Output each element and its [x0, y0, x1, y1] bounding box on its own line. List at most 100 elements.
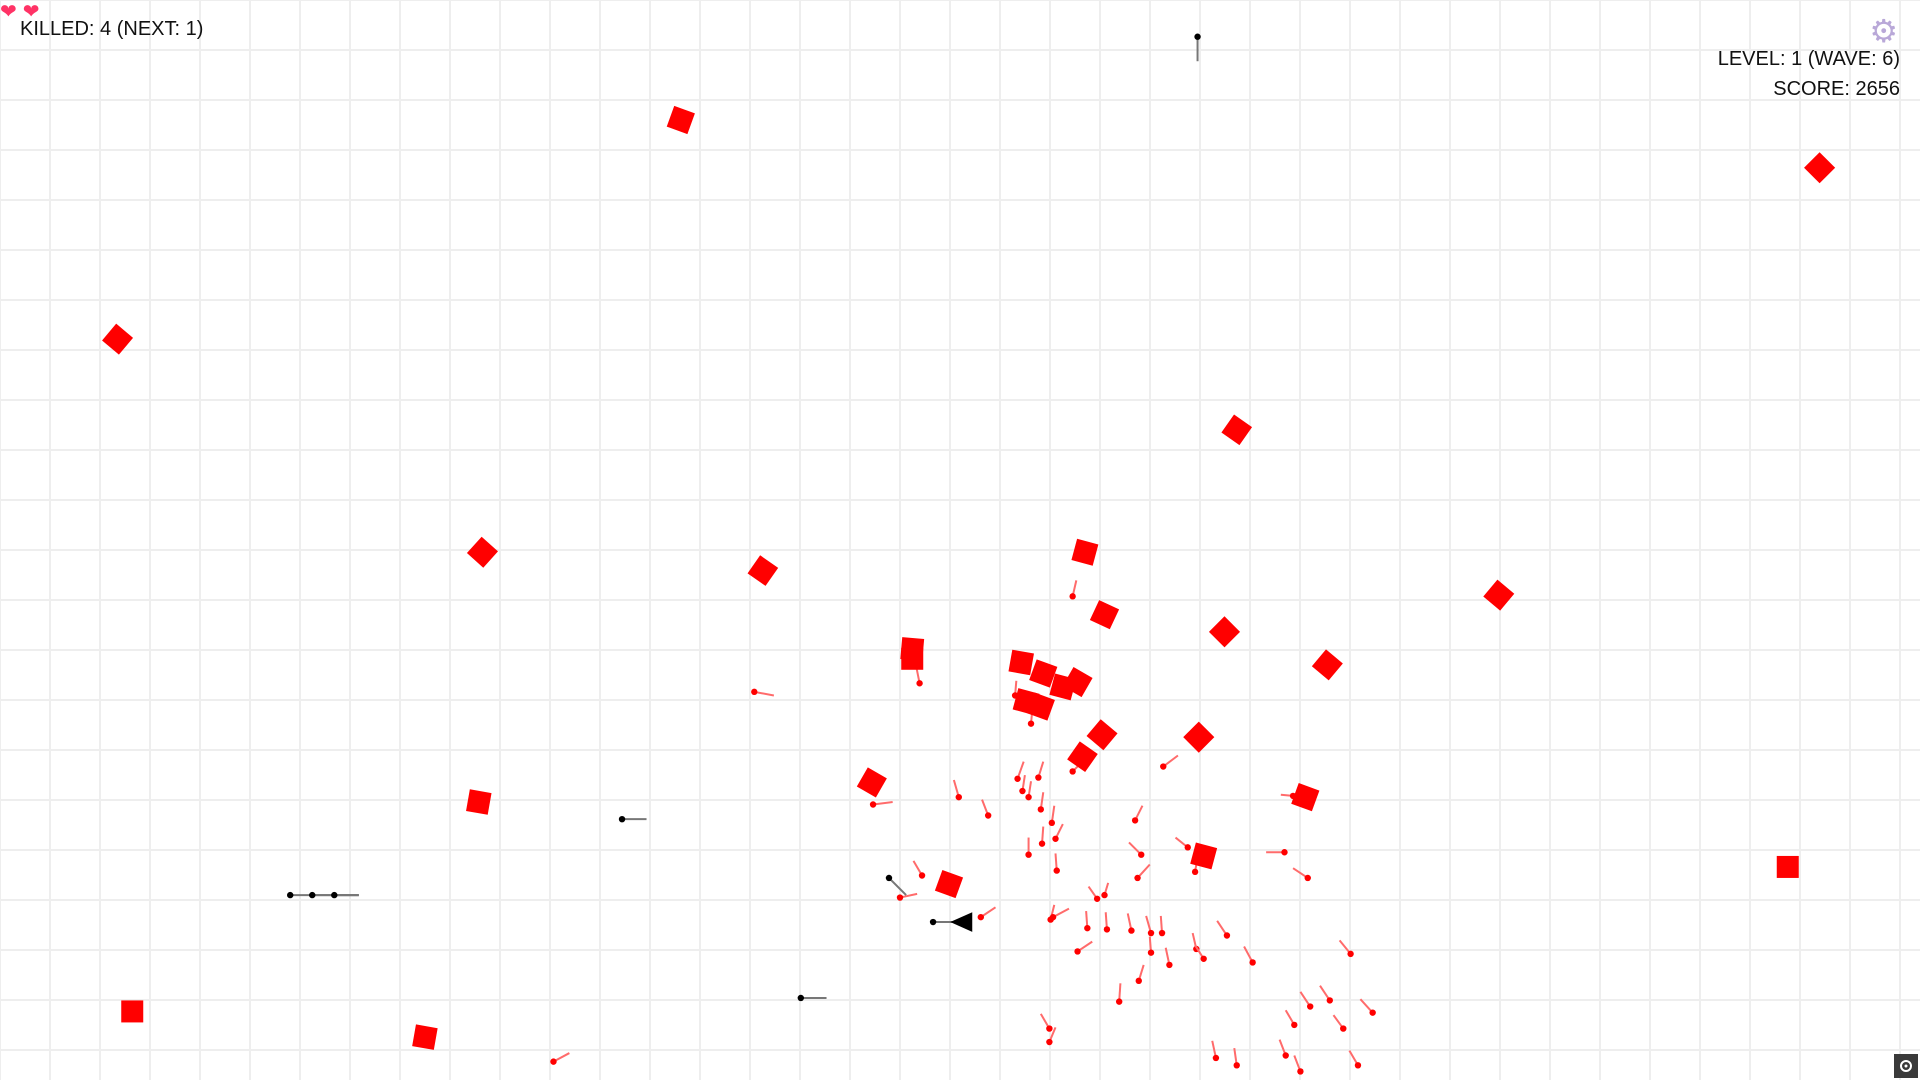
enemy-bullet: [1191, 868, 1199, 876]
player-bullet: [618, 815, 626, 823]
enemy-bullet: [1158, 929, 1166, 937]
enemy-bullet: [1038, 840, 1046, 847]
enemy-square: [1776, 855, 1799, 878]
enemy-bullet: [984, 812, 992, 819]
enemy-bullet: [1048, 819, 1056, 827]
enemy-bullet: [1147, 949, 1155, 956]
enemy-bullet-trail: [872, 801, 893, 806]
killed-counter: KILLED: 4 (NEXT: 1): [20, 18, 204, 40]
enemy-square: [1221, 414, 1253, 446]
enemy-square: [747, 555, 779, 586]
enemies-layer: [102, 105, 1836, 1050]
enemy-bullet: [1138, 851, 1145, 858]
enemy-bullet: [1037, 806, 1045, 813]
enemy-bullet: [1101, 891, 1108, 899]
enemy-square: [1067, 741, 1098, 773]
enemy-bullet: [1074, 948, 1081, 955]
enemy-bullet: [1281, 849, 1288, 856]
enemy-bullet: [1053, 867, 1060, 874]
heart-icon: ❤: [0, 1, 17, 23]
enemy-square: [1291, 783, 1320, 812]
enemy-bullet: [1249, 959, 1256, 966]
enemy-bullet: [1046, 1038, 1053, 1046]
enemy-bullet: [1223, 932, 1231, 939]
enemy-square: [1089, 600, 1120, 630]
enemy-bullet: [550, 1058, 557, 1065]
enemy-bullet: [1307, 1003, 1314, 1010]
enemy-bullet: [1200, 955, 1207, 962]
enemy-square: [121, 1000, 144, 1023]
enemy-bullet-trail: [754, 690, 775, 697]
enemy-square: [1049, 673, 1077, 701]
enemy-bullet: [1134, 874, 1141, 882]
enemy-square: [1026, 692, 1055, 721]
enemy-bullet: [955, 793, 962, 801]
enemy-square: [466, 789, 492, 815]
enemy-square: [1804, 152, 1836, 184]
enemy-bullet: [1184, 844, 1191, 851]
enemy-bullet: [1049, 913, 1057, 921]
enemy-square: [1008, 649, 1034, 676]
enemy-bullet: [1035, 774, 1042, 781]
enemy-bullet: [1304, 874, 1311, 882]
enemy-bullet: [1160, 763, 1167, 770]
score-label: SCORE: 2656: [1773, 78, 1900, 100]
enemy-bullet: [1233, 1062, 1240, 1069]
enemy-bullet: [1291, 1021, 1298, 1029]
enemy-square: [934, 869, 964, 899]
enemy-bullet: [1052, 835, 1059, 842]
enemy-bullet: [1025, 851, 1032, 858]
enemy-bullet: [1340, 1025, 1347, 1032]
player-bullet: [331, 891, 338, 899]
enemy-bullet: [1166, 961, 1173, 969]
enemy-square: [1311, 649, 1343, 681]
enemy-bullet: [1347, 950, 1354, 958]
enemy-bullet: [1084, 924, 1091, 932]
enemy-bullet: [918, 872, 926, 879]
settings-button[interactable]: ⚙: [1869, 14, 1898, 48]
lives-indicator: ❤ ❤: [0, 0, 1920, 24]
enemy-bullet: [1027, 720, 1035, 727]
enemy-square: [1071, 538, 1099, 566]
player-bullet: [797, 994, 805, 1002]
enemy-square: [466, 536, 498, 568]
heart-icon: ❤: [22, 1, 40, 23]
enemy-bullet: [977, 913, 985, 921]
enemy-square: [412, 1024, 438, 1050]
bullets-layer: [287, 33, 1376, 1075]
enemy-bullet: [1212, 1054, 1220, 1062]
enemy-bullet: [751, 688, 758, 696]
enemy-bullet: [1019, 787, 1026, 795]
enemy-bullet: [1369, 1009, 1376, 1016]
recenter-button[interactable]: [1894, 1054, 1918, 1078]
enemy-square: [901, 647, 924, 670]
player-bullet: [309, 891, 316, 899]
enemy-bullet: [1128, 927, 1135, 934]
level-wave-label: LEVEL: 1 (WAVE: 6): [1717, 48, 1900, 70]
enemy-bullet: [1025, 793, 1032, 801]
enemy-square: [1483, 579, 1515, 611]
enemy-bullet: [1354, 1062, 1362, 1069]
enemy-square: [1029, 659, 1058, 688]
player-ship: [929, 912, 973, 932]
enemy-bullet: [1115, 998, 1123, 1005]
enemy-square: [856, 767, 887, 798]
enemy-bullet: [1103, 926, 1111, 933]
enemy-bullet: [1069, 768, 1076, 775]
gear-icon: ⚙: [1869, 13, 1898, 49]
enemy-bullet: [1046, 1025, 1053, 1032]
enemy-bullet: [916, 680, 923, 687]
target-icon: [1900, 1060, 1912, 1072]
enemy-bullet: [1014, 775, 1021, 782]
enemy-bullet: [1131, 817, 1139, 824]
enemy-bullet: [1135, 977, 1142, 985]
enemy-bullet: [1282, 1052, 1289, 1059]
enemy-square: [102, 323, 134, 355]
enemy-square: [1086, 719, 1118, 751]
enemy-square: [1190, 842, 1218, 870]
player-bullet: [929, 918, 937, 926]
enemy-square: [1208, 616, 1241, 648]
player-bullet: [885, 874, 893, 882]
player-bullet: [287, 891, 294, 899]
